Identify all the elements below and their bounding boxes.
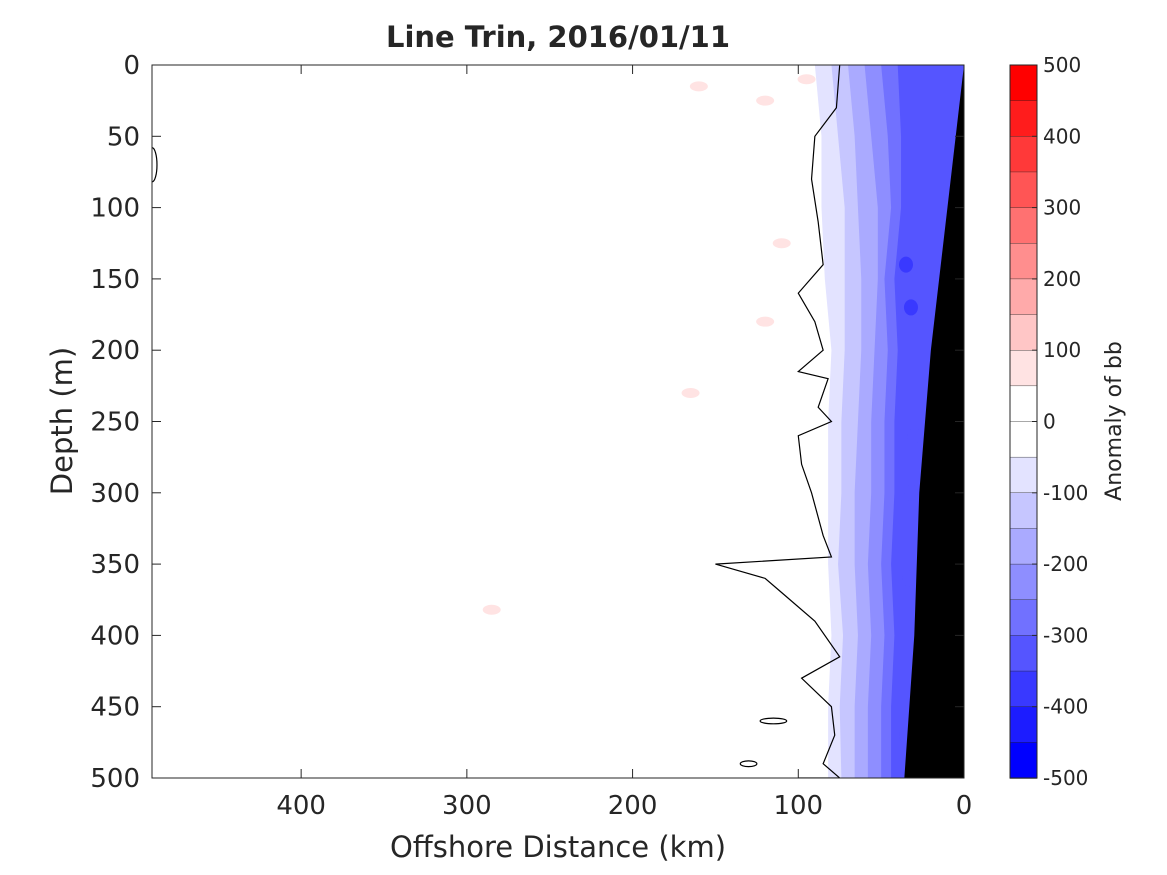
y-tick-label: 50 <box>107 122 140 152</box>
x-tick-label: 0 <box>956 791 973 821</box>
colorbar-tick-label: 300 <box>1043 196 1081 220</box>
zero-contour-line <box>715 65 841 778</box>
chart-title: Line Trin, 2016/01/11 <box>386 20 730 54</box>
anomaly-spot-9 <box>772 238 791 249</box>
anomaly-spot-1 <box>903 299 918 316</box>
colorbar-swatch <box>1009 100 1038 138</box>
x-tick-label: 400 <box>276 791 326 821</box>
seafloor-bathymetry <box>904 65 964 778</box>
x-tick-label: 100 <box>773 791 823 821</box>
y-tick-label: 500 <box>90 764 140 794</box>
colorbar-swatch <box>1009 136 1038 173</box>
x-tick-label: 200 <box>608 791 658 821</box>
y-tick-label: 150 <box>90 265 140 295</box>
y-tick-label: 350 <box>90 550 140 580</box>
bathymetry-layer <box>904 65 964 778</box>
y-tick-label: 200 <box>90 336 140 366</box>
colorbar-swatch <box>1009 278 1038 316</box>
y-axis-label: Depth (m) <box>45 347 79 495</box>
anomaly-spot-3 <box>903 484 918 501</box>
colorbar-swatch <box>1009 563 1038 601</box>
colorbar-tick-label: 500 <box>1043 53 1081 77</box>
y-tick-label: 0 <box>123 51 140 81</box>
y-tick-label: 300 <box>90 479 140 509</box>
colorbar-swatch <box>1009 456 1038 494</box>
colorbar-swatch <box>1009 207 1038 244</box>
colorbar: 500 400 300 200 100 0 -100 -200 -300 -400 -500 Ano… <box>1009 53 1127 790</box>
colorbar-tick-label: 100 <box>1043 338 1081 362</box>
x-axis: 400 300 200 100 0 <box>276 65 972 821</box>
y-tick-label: 400 <box>90 621 140 651</box>
y-tick-label: 450 <box>90 693 140 723</box>
closed-contour-1 <box>759 717 788 725</box>
colorbar-tick-label: -200 <box>1043 552 1088 576</box>
y-tick-label: 100 <box>90 194 140 224</box>
x-tick-label: 300 <box>442 791 492 821</box>
anomaly-spot-10 <box>756 316 775 327</box>
plot-area: 400 300 200 100 0 0 50 100 150 200 250 300 350 400 45… <box>90 51 972 821</box>
closed-contour-2 <box>739 760 758 768</box>
colorbar-tick-label: -500 <box>1043 766 1088 790</box>
anomaly-spot-4 <box>902 570 917 587</box>
anomaly-spot-2 <box>907 427 922 444</box>
colorbar-tick-label: -400 <box>1043 695 1088 719</box>
x-axis-label: Offshore Distance (km) <box>390 830 726 864</box>
colorbar-swatch <box>1009 314 1038 351</box>
anomaly-spot-8 <box>797 74 816 85</box>
colorbar-tick-label: -100 <box>1043 481 1088 505</box>
colorbar-swatch <box>1009 421 1038 458</box>
colorbar-swatches <box>1009 64 1038 779</box>
colorbar-ticks: 500 400 300 200 100 0 -100 -200 -300 -400 -500 <box>1032 53 1088 790</box>
anomaly-spot-0 <box>899 256 913 273</box>
colorbar-swatch <box>1009 670 1038 708</box>
anomaly-spot-6 <box>689 81 708 92</box>
colorbar-label: Anomaly of bb <box>1102 341 1127 501</box>
colorbar-tick-label: 200 <box>1043 267 1081 291</box>
anomaly-spot-7 <box>756 95 775 106</box>
colorbar-tick-label: 0 <box>1043 410 1056 434</box>
colorbar-tick-label: -300 <box>1043 623 1088 647</box>
colorbar-swatch <box>1009 171 1038 209</box>
colorbar-swatch <box>1009 635 1038 672</box>
anomaly-spot-12 <box>482 604 501 615</box>
colorbar-swatch <box>1009 492 1038 530</box>
colorbar-swatch <box>1009 385 1038 423</box>
y-tick-label: 250 <box>90 408 140 438</box>
colorbar-swatch <box>1009 706 1038 744</box>
colorbar-swatch <box>1009 350 1038 387</box>
colorbar-swatch <box>1009 528 1038 565</box>
y-axis: 0 50 100 150 200 250 300 350 400 450 500 <box>90 51 964 794</box>
anomaly-spot-11 <box>681 387 700 398</box>
colorbar-swatch <box>1009 599 1038 637</box>
colorbar-swatch <box>1009 64 1038 102</box>
colorbar-swatch <box>1009 243 1038 280</box>
colorbar-tick-label: 400 <box>1043 124 1081 148</box>
colorbar-swatch <box>1009 742 1038 779</box>
